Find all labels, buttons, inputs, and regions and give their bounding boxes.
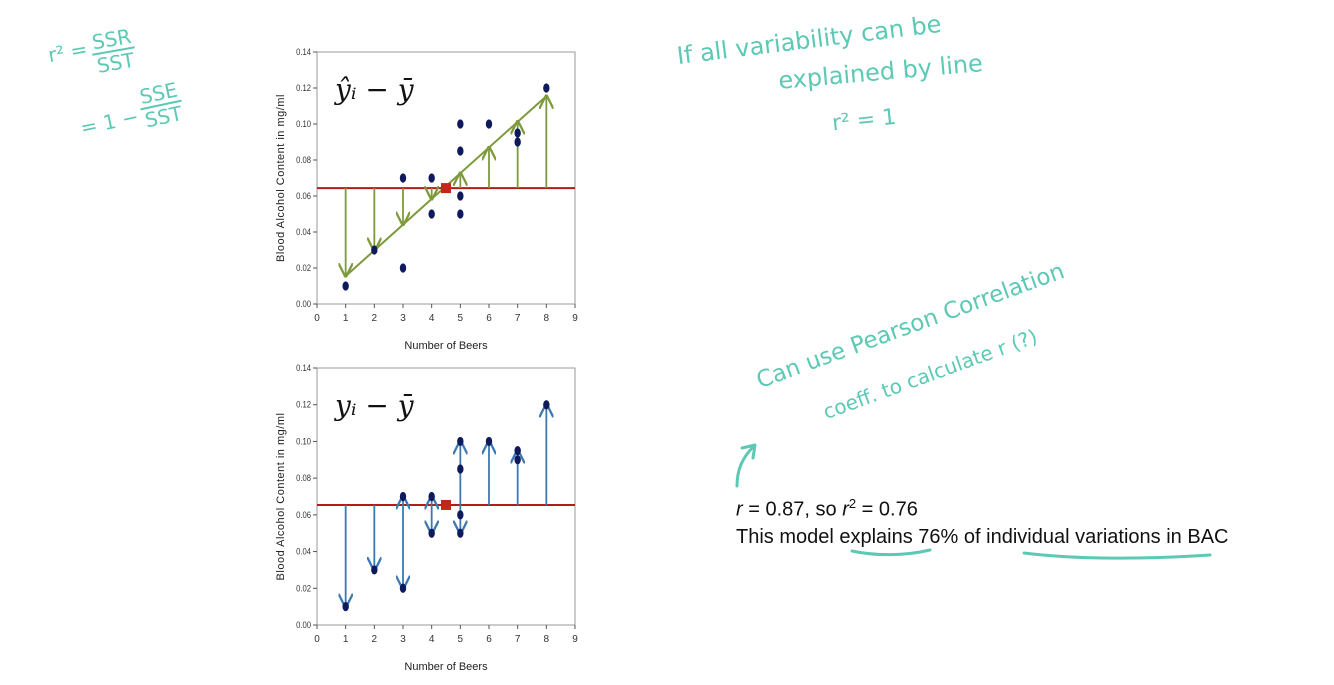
data-point: [371, 565, 378, 575]
y-tick-label: 0.10: [296, 436, 311, 447]
data-point: [428, 209, 435, 219]
data-point: [457, 209, 464, 219]
data-point: [399, 491, 407, 502]
data-point: [457, 119, 464, 129]
data-point: [428, 173, 435, 183]
y-tick-label: 0.00: [296, 619, 311, 630]
mean-marker: [441, 499, 451, 510]
chart-bottom: 0.00 0.02 0.04 0.06 0.08 0.10 0.12 0.14 0 1 2 3 4 5 6 7…: [275, 362, 578, 673]
pearson-pointer-arrow: [735, 444, 756, 488]
data-point: [485, 119, 493, 129]
x-tick-label: 7: [515, 313, 521, 324]
y-tick-label: 0.08: [296, 154, 311, 165]
data-point: [514, 455, 521, 465]
model-explains-line: This model explains 76% of individual va…: [736, 526, 1229, 548]
y-axis-label: Blood Alcohol Content in mg/ml: [275, 413, 287, 581]
x-tick-label: 9: [572, 634, 578, 645]
r2-symbol: r: [842, 498, 849, 521]
data-point: [514, 137, 521, 147]
y-tick-label: 0.14: [296, 362, 311, 373]
data-point: [457, 191, 464, 201]
y-tick-label: 0.02: [296, 583, 311, 594]
x-tick-label: 1: [343, 634, 349, 645]
r2-exponent: 2: [848, 496, 857, 511]
formula-label: ŷᵢ − ȳ: [333, 73, 415, 106]
data-point: [514, 446, 521, 456]
data-point: [457, 146, 464, 156]
y-tick-label: 0.10: [296, 118, 311, 129]
x-tick-label: 3: [400, 313, 406, 324]
x-tick-label: 6: [486, 634, 492, 645]
x-tick-label: 6: [486, 313, 492, 324]
y-tick-label: 0.04: [296, 546, 311, 557]
data-point: [485, 436, 493, 447]
data-point: [399, 263, 407, 273]
data-point: [342, 602, 349, 612]
x-axis-label: Number of Beers: [404, 661, 488, 673]
data-point: [428, 528, 435, 538]
x-tick-label: 9: [572, 313, 578, 324]
underline-individual-variations: [1022, 551, 1212, 560]
plot-frame: [316, 367, 576, 626]
y-tick-label: 0.06: [296, 509, 311, 520]
x-tick-label: 0: [314, 313, 320, 324]
y-tick-label: 0.08: [296, 473, 311, 484]
y-tick-label: 0.04: [296, 226, 311, 237]
data-point: [457, 436, 464, 447]
pearson-pointer-arrowhead: [740, 443, 757, 460]
y-tick-label: 0.00: [296, 298, 311, 309]
x-tick-label: 0: [314, 634, 320, 645]
x-tick-label: 3: [400, 634, 406, 645]
x-tick-label: 8: [544, 313, 550, 324]
x-tick-label: 1: [343, 313, 349, 324]
x-tick-label: 2: [372, 634, 378, 645]
data-point: [457, 510, 464, 520]
x-tick-label: 5: [458, 634, 464, 645]
chart-top: 0.00 0.02 0.04 0.06 0.08 0.10 0.12 0.14 0 1 2 3 4 5 6 7…: [275, 46, 578, 352]
data-point: [342, 281, 349, 291]
underline-explains: [850, 548, 932, 557]
r-symbol: r: [736, 498, 743, 521]
data-point: [428, 491, 435, 502]
r-value-line: r = 0.87, so r2 = 0.76: [736, 496, 918, 522]
y-tick-label: 0.14: [296, 46, 311, 57]
y-tick-label: 0.06: [296, 190, 311, 201]
formula-label: yᵢ − ȳ: [333, 389, 415, 422]
data-point: [399, 173, 407, 183]
x-tick-label: 2: [372, 313, 378, 324]
x-tick-label: 4: [429, 313, 435, 324]
data-point: [457, 464, 464, 474]
x-tick-label: 4: [429, 634, 435, 645]
x-tick-label: 8: [544, 634, 550, 645]
x-axis-label: Number of Beers: [404, 340, 488, 352]
y-tick-label: 0.02: [296, 262, 311, 273]
y-tick-label: 0.12: [296, 399, 311, 410]
data-point: [371, 245, 378, 255]
data-point: [399, 583, 407, 593]
r2-value: = 0.76: [856, 498, 918, 521]
y-tick-label: 0.12: [296, 82, 311, 93]
r-value: = 0.87, so: [742, 498, 843, 521]
data-point: [543, 400, 550, 410]
data-point: [457, 528, 464, 538]
data-point: [514, 128, 521, 138]
data-point: [543, 83, 550, 93]
y-axis-label: Blood Alcohol Content in mg/ml: [275, 94, 287, 262]
x-tick-label: 5: [458, 313, 464, 324]
x-tick-label: 7: [515, 634, 521, 645]
mean-marker: [441, 183, 451, 194]
